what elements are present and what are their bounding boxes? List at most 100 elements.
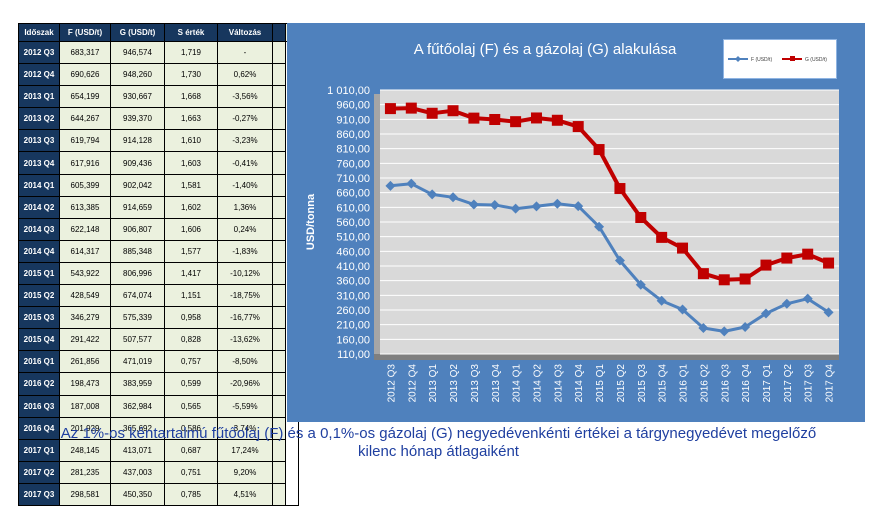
data-point-g: [656, 231, 668, 243]
col-header-period: Időszak: [18, 23, 60, 42]
change-cell: -3,23%: [217, 129, 273, 153]
s-cell: 1,668: [164, 85, 218, 109]
period-cell: 2016 Q3: [18, 394, 60, 418]
data-point-f: [656, 295, 667, 306]
data-point-f: [781, 298, 792, 309]
period-cell: 2015 Q2: [18, 284, 60, 308]
s-cell: 0,565: [164, 394, 218, 418]
s-cell: 1,610: [164, 129, 218, 153]
change-cell: 0,24%: [217, 217, 273, 241]
x-tick-label: 2015 Q3: [637, 364, 648, 403]
change-cell: -0,41%: [217, 151, 273, 175]
y-tick-label: 960,00: [336, 100, 370, 112]
data-point-g: [510, 116, 522, 128]
g-cell: 946,574: [110, 40, 165, 65]
period-cell: 2014 Q2: [18, 195, 60, 219]
data-point-g: [426, 107, 438, 119]
change-cell: -3,56%: [217, 85, 273, 109]
data-point-f: [802, 293, 813, 304]
caption-line-2: kilenc hónap átlagaiként: [358, 443, 519, 460]
caption-line-1: Az 1%-os kéntartalmú fűtőolaj (F) és a 0…: [60, 425, 817, 442]
change-cell: -16,77%: [217, 306, 273, 330]
s-cell: 0,785: [164, 482, 218, 506]
table-row: 2017 Q3 298,581 450,350 0,785 4,51%: [18, 482, 299, 506]
y-tick-label: 560,00: [336, 217, 370, 229]
data-point-g: [781, 252, 793, 264]
table-row: 2015 Q3 346,279 575,339 0,958 -16,77%: [18, 306, 299, 330]
x-tick-label: 2012 Q3: [386, 364, 397, 403]
period-cell: 2014 Q3: [18, 217, 60, 241]
col-header-blank: [272, 23, 286, 42]
table-row: 2014 Q3 622,148 906,807 1,606 0,24%: [18, 217, 299, 241]
data-point-f: [385, 180, 396, 191]
x-tick-label: 2015 Q1: [595, 364, 606, 403]
g-cell: 575,339: [110, 306, 165, 330]
series-line-g: [390, 106, 830, 282]
g-cell: 914,659: [110, 195, 165, 219]
change-cell: 17,24%: [217, 438, 273, 462]
x-tick-label: 2013 Q4: [491, 364, 502, 403]
data-point-f: [510, 203, 521, 214]
y-tick-label: 860,00: [336, 129, 370, 141]
blank-cell: [272, 63, 286, 87]
x-tick-label: 2014 Q3: [553, 364, 564, 403]
x-tick-label: 2012 Q4: [407, 364, 418, 403]
x-tick-label: 2015 Q4: [658, 364, 669, 403]
x-tick-label: 2013 Q2: [449, 364, 460, 403]
blank-cell: [272, 151, 286, 175]
chart-area: 110,00 160,00 210,00 260,00 310,00 360,00 410,…: [287, 23, 865, 422]
s-cell: 1,730: [164, 63, 218, 87]
data-point-g: [572, 121, 584, 133]
y-tick-label: 210,00: [336, 320, 370, 332]
f-cell: 198,473: [59, 372, 111, 396]
x-tick-label: 2016 Q4: [741, 364, 752, 403]
data-point-g: [677, 242, 689, 254]
legend-svg: F (USD/t) G (USD/t): [728, 56, 827, 63]
blank-cell: [272, 129, 286, 153]
f-cell: 291,422: [59, 328, 111, 352]
blank-cell: [272, 460, 286, 484]
data-point-f: [760, 308, 771, 319]
x-tick-label: 2017 Q2: [783, 364, 794, 403]
data-point-g: [530, 112, 542, 124]
data-point-g: [468, 112, 480, 124]
blank-cell: [272, 284, 286, 308]
f-cell: 614,317: [59, 239, 111, 263]
g-cell: 902,042: [110, 173, 165, 197]
blank-cell: [272, 40, 286, 65]
change-cell: -1,40%: [217, 173, 273, 197]
s-cell: 1,602: [164, 195, 218, 219]
change-cell: -13,62%: [217, 328, 273, 352]
x-tick-label: 2016 Q2: [699, 364, 710, 403]
period-cell: 2015 Q1: [18, 261, 60, 286]
f-cell: 346,279: [59, 306, 111, 330]
y-tick-label: 710,00: [336, 173, 370, 185]
blank-cell: [272, 438, 286, 462]
col-header-g: G (USD/t): [110, 23, 165, 42]
change-cell: -8,50%: [217, 350, 273, 374]
data-point-f: [552, 198, 563, 209]
s-cell: 1,603: [164, 151, 218, 175]
table-row: 2017 Q1 248,145 413,071 0,687 17,24%: [18, 438, 299, 462]
data-point-f: [489, 200, 500, 211]
table-header-row: Időszak F (USD/t) G (USD/t) S érték Vált…: [18, 23, 299, 42]
s-cell: 0,828: [164, 328, 218, 352]
chart-legend: F (USD/t) G (USD/t): [723, 39, 837, 79]
data-point-f: [719, 326, 730, 337]
g-cell: 471,019: [110, 350, 165, 374]
change-cell: -: [217, 40, 273, 65]
x-tick-label: 2017 Q4: [825, 364, 836, 403]
data-point-g: [405, 102, 417, 114]
table-row: 2014 Q2 613,385 914,659 1,602 1,36%: [18, 195, 299, 219]
col-header-f: F (USD/t): [59, 23, 111, 42]
period-cell: 2016 Q1: [18, 350, 60, 374]
y-tick-label: 360,00: [336, 276, 370, 288]
x-tick-label: 2013 Q3: [470, 364, 481, 403]
g-cell: 806,996: [110, 261, 165, 286]
f-cell: 683,317: [59, 40, 111, 65]
data-point-f: [614, 255, 625, 266]
data-point-g: [593, 144, 605, 156]
g-cell: 383,959: [110, 372, 165, 396]
f-cell: 619,794: [59, 129, 111, 153]
